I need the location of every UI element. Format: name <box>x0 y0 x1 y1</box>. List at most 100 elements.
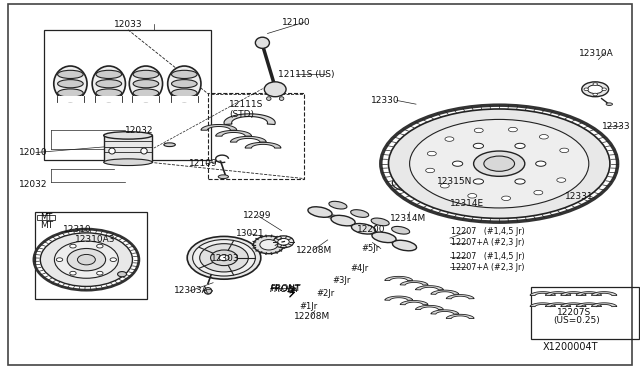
Text: MT: MT <box>40 213 52 222</box>
Polygon shape <box>230 137 266 142</box>
Ellipse shape <box>468 193 477 198</box>
Ellipse shape <box>96 80 122 88</box>
Polygon shape <box>431 290 459 294</box>
Text: 12207+A (#2,3 Jr): 12207+A (#2,3 Jr) <box>451 238 525 247</box>
Ellipse shape <box>164 143 175 147</box>
Text: 12208M: 12208M <box>294 312 331 321</box>
Ellipse shape <box>70 271 76 275</box>
Text: 12314E: 12314E <box>450 199 484 208</box>
Polygon shape <box>431 310 459 314</box>
Bar <box>531 287 639 339</box>
Ellipse shape <box>484 156 515 171</box>
Text: 12208M: 12208M <box>296 246 332 255</box>
Text: 12207   (#1,4,5 Jr): 12207 (#1,4,5 Jr) <box>451 252 525 261</box>
Ellipse shape <box>273 236 294 248</box>
Ellipse shape <box>557 178 566 182</box>
Ellipse shape <box>534 176 570 200</box>
Text: 12303A: 12303A <box>174 286 209 295</box>
Bar <box>37 215 55 220</box>
Ellipse shape <box>502 196 511 201</box>
Ellipse shape <box>40 233 132 286</box>
Ellipse shape <box>588 85 603 94</box>
Ellipse shape <box>582 82 609 97</box>
Ellipse shape <box>77 254 95 265</box>
Text: 12310: 12310 <box>63 225 92 234</box>
Polygon shape <box>415 305 444 310</box>
Ellipse shape <box>172 89 197 97</box>
Ellipse shape <box>560 148 569 153</box>
Text: 12331: 12331 <box>564 192 593 201</box>
Ellipse shape <box>97 244 103 248</box>
Ellipse shape <box>200 244 248 272</box>
Ellipse shape <box>96 70 122 78</box>
Bar <box>171 96 198 102</box>
Text: 12207+A (#2,3 Jr): 12207+A (#2,3 Jr) <box>451 263 525 272</box>
Text: 12330: 12330 <box>371 96 400 105</box>
Text: #1Jr: #1Jr <box>300 302 318 311</box>
Ellipse shape <box>515 143 525 148</box>
Text: #3Jr: #3Jr <box>333 276 351 285</box>
Ellipse shape <box>440 183 449 188</box>
Polygon shape <box>530 303 556 307</box>
Bar <box>57 96 84 102</box>
Bar <box>208 93 304 179</box>
Ellipse shape <box>110 258 116 262</box>
Text: 12111S (US): 12111S (US) <box>278 70 335 79</box>
Polygon shape <box>415 286 444 290</box>
Bar <box>35 212 147 299</box>
Text: FRONT: FRONT <box>270 285 301 294</box>
Ellipse shape <box>58 70 83 78</box>
Ellipse shape <box>129 66 163 102</box>
Ellipse shape <box>445 137 454 141</box>
FancyBboxPatch shape <box>104 135 152 162</box>
Text: 12032: 12032 <box>125 126 154 135</box>
Ellipse shape <box>351 224 376 234</box>
Ellipse shape <box>172 80 197 88</box>
Text: #4Jr: #4Jr <box>351 264 369 273</box>
Ellipse shape <box>474 151 525 176</box>
Ellipse shape <box>593 93 598 96</box>
Ellipse shape <box>54 66 87 102</box>
Text: 12315N: 12315N <box>437 177 472 186</box>
Polygon shape <box>201 125 237 130</box>
Ellipse shape <box>534 190 543 195</box>
Text: 12310A3: 12310A3 <box>75 235 115 244</box>
Ellipse shape <box>474 179 484 184</box>
Ellipse shape <box>58 89 83 97</box>
Polygon shape <box>561 303 586 307</box>
Polygon shape <box>545 292 571 295</box>
Ellipse shape <box>96 89 122 97</box>
Text: #2Jr: #2Jr <box>317 289 335 298</box>
Ellipse shape <box>371 218 389 226</box>
Ellipse shape <box>606 103 612 106</box>
Ellipse shape <box>426 168 435 173</box>
Polygon shape <box>561 292 586 295</box>
Ellipse shape <box>58 80 83 88</box>
Polygon shape <box>216 131 252 136</box>
Text: 12033: 12033 <box>114 20 142 29</box>
Ellipse shape <box>56 258 63 262</box>
Ellipse shape <box>452 161 463 166</box>
Polygon shape <box>446 314 474 318</box>
Text: 12111S: 12111S <box>229 100 264 109</box>
Ellipse shape <box>133 80 159 88</box>
Ellipse shape <box>508 127 517 132</box>
Ellipse shape <box>536 161 546 166</box>
Ellipse shape <box>109 148 115 154</box>
Text: #5Jr: #5Jr <box>362 244 380 253</box>
Polygon shape <box>400 301 428 305</box>
Ellipse shape <box>474 128 483 133</box>
Text: 12207   (#1,4,5 Jr): 12207 (#1,4,5 Jr) <box>451 227 525 236</box>
Text: MT: MT <box>40 221 53 230</box>
Text: 12314M: 12314M <box>390 214 427 223</box>
Polygon shape <box>576 292 602 295</box>
Ellipse shape <box>410 119 589 208</box>
Text: (US=0.25): (US=0.25) <box>554 316 600 325</box>
Text: 12032: 12032 <box>19 180 48 189</box>
Polygon shape <box>400 281 428 285</box>
Ellipse shape <box>187 237 261 279</box>
Ellipse shape <box>172 70 197 78</box>
Ellipse shape <box>141 148 147 154</box>
Text: 12109: 12109 <box>189 159 218 168</box>
Ellipse shape <box>67 248 106 271</box>
